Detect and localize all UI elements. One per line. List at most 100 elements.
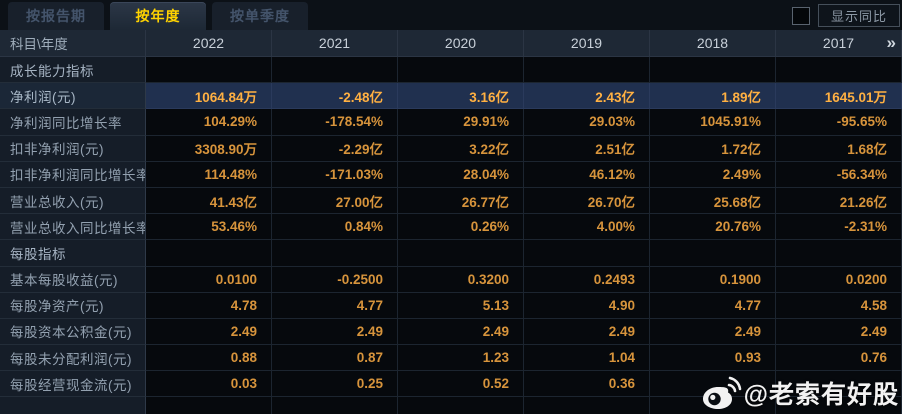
year-label: 2018 [696, 35, 729, 51]
metric-value-cell: 0.76 [776, 345, 902, 372]
metric-value-cell: 3308.90万 [146, 135, 272, 162]
metric-value-cell: 53.46% [146, 214, 272, 241]
filler-cell [524, 397, 650, 414]
column-header-year: 2017 » [776, 30, 902, 57]
filler-cell [650, 397, 776, 414]
metric-value-cell: 4.77 [650, 292, 776, 319]
metric-row-label: 净利润(元) [0, 83, 146, 110]
tab-by-report-period[interactable]: 按报告期 [8, 2, 104, 30]
metric-value-cell: 0.2493 [524, 266, 650, 293]
metric-value-cell [398, 240, 524, 267]
metric-value-cell: 0.88 [146, 345, 272, 372]
metric-value-cell: 1.68亿 [776, 135, 902, 162]
year-label: 2022 [192, 35, 225, 51]
filler-label-cell [0, 397, 146, 414]
metric-value-cell: 2.49 [398, 318, 524, 346]
metric-row-label: 扣非净利润(元) [0, 135, 146, 162]
metric-value-cell: 5.13 [398, 292, 524, 319]
metric-value-cell: 0.0100 [146, 266, 272, 293]
metric-value-cell: 4.58 [776, 292, 902, 319]
metric-value-cell: 1.89亿 [650, 83, 776, 110]
metric-value-cell: 4.90 [524, 292, 650, 319]
metric-value-cell: 29.03% [524, 109, 650, 136]
metric-value-cell: 0.03 [146, 371, 272, 398]
metric-value-cell [146, 57, 272, 84]
metric-value-cell: 0.84% [272, 214, 398, 241]
tab-by-year[interactable]: 按年度 [110, 2, 206, 30]
year-label: 2020 [444, 35, 477, 51]
year-label: 2021 [318, 35, 351, 51]
metric-value-cell: -2.48亿 [272, 83, 398, 110]
metric-value-cell: -178.54% [272, 109, 398, 136]
metric-value-cell: 41.43亿 [146, 187, 272, 215]
metric-value-cell [146, 240, 272, 267]
metric-value-cell: 29.91% [398, 109, 524, 136]
column-header-year: 2022 [146, 30, 272, 57]
metric-value-cell: 4.00% [524, 214, 650, 241]
metric-value-cell: -0.2500 [272, 266, 398, 293]
column-header-year: 2018 [650, 30, 776, 57]
metric-value-cell: 104.29% [146, 109, 272, 136]
metric-value-cell: 3.16亿 [398, 83, 524, 110]
section-header-row-label: 成长能力指标 [0, 57, 146, 84]
metric-value-cell: 0.0200 [776, 266, 902, 293]
metric-value-cell: -171.03% [272, 161, 398, 188]
column-header-year: 2020 [398, 30, 524, 57]
metric-value-cell: 0.26% [398, 214, 524, 241]
metric-value-cell [650, 240, 776, 267]
show-yoy-button[interactable]: 显示同比 [817, 4, 900, 27]
metric-value-cell: 0.93 [650, 345, 776, 372]
metric-value-cell: 2.49 [272, 318, 398, 346]
metric-row-label: 净利润同比增长率 [0, 109, 146, 136]
column-header-year: 2021 [272, 30, 398, 57]
section-header-row-label: 每股指标 [0, 240, 146, 267]
metric-value-cell [650, 57, 776, 84]
tab-by-quarter[interactable]: 按单季度 [212, 2, 308, 30]
metric-value-cell: 20.76% [650, 214, 776, 241]
filler-cell [776, 397, 902, 414]
metric-value-cell [776, 371, 902, 398]
column-header-year: 2019 [524, 30, 650, 57]
show-yoy-checkbox[interactable] [791, 7, 810, 25]
metric-value-cell [272, 240, 398, 267]
metric-value-cell: 26.77亿 [398, 187, 524, 215]
metric-value-cell: 2.51亿 [524, 135, 650, 162]
metric-row-label: 每股资本公积金(元) [0, 318, 146, 346]
metric-row-label: 基本每股收益(元) [0, 266, 146, 293]
year-label: 2017 [822, 35, 855, 51]
metric-value-cell: 4.78 [146, 292, 272, 319]
metric-row-label: 每股经营现金流(元) [0, 371, 146, 398]
metric-value-cell [776, 57, 902, 84]
metric-value-cell [650, 371, 776, 398]
metric-value-cell: 114.48% [146, 161, 272, 188]
metric-row-label: 营业总收入同比增长率 [0, 214, 146, 241]
metric-value-cell: 0.3200 [398, 266, 524, 293]
metric-value-cell: 1.23 [398, 345, 524, 372]
metric-value-cell [524, 57, 650, 84]
metric-value-cell: 0.36 [524, 371, 650, 398]
metric-value-cell: 26.70亿 [524, 187, 650, 215]
metric-value-cell: 2.49 [650, 318, 776, 346]
metric-value-cell: 0.87 [272, 345, 398, 372]
metric-row-label: 扣非净利润同比增长率 [0, 161, 146, 188]
metric-value-cell: 1045.91% [650, 109, 776, 136]
metric-value-cell: -2.29亿 [272, 135, 398, 162]
period-tabs: 按报告期 按年度 按单季度 [8, 0, 308, 30]
tab-bar: 按报告期 按年度 按单季度 显示同比 [0, 0, 902, 30]
metric-value-cell [524, 240, 650, 267]
metric-value-cell: 21.26亿 [776, 187, 902, 215]
metric-value-cell: 1.04 [524, 345, 650, 372]
metric-value-cell: 1.72亿 [650, 135, 776, 162]
filler-cell [146, 397, 272, 414]
metric-value-cell: 2.49 [776, 318, 902, 346]
metric-value-cell: 2.49 [524, 318, 650, 346]
corner-header: 科目\年度 [0, 30, 146, 57]
metric-value-cell: 2.43亿 [524, 83, 650, 110]
metric-value-cell: -56.34% [776, 161, 902, 188]
metric-value-cell: 3.22亿 [398, 135, 524, 162]
year-label: 2019 [570, 35, 603, 51]
metric-row-label: 每股未分配利润(元) [0, 345, 146, 372]
next-columns-button[interactable]: » [886, 32, 896, 52]
metric-value-cell: 1645.01万 [776, 83, 902, 110]
metric-value-cell: 27.00亿 [272, 187, 398, 215]
